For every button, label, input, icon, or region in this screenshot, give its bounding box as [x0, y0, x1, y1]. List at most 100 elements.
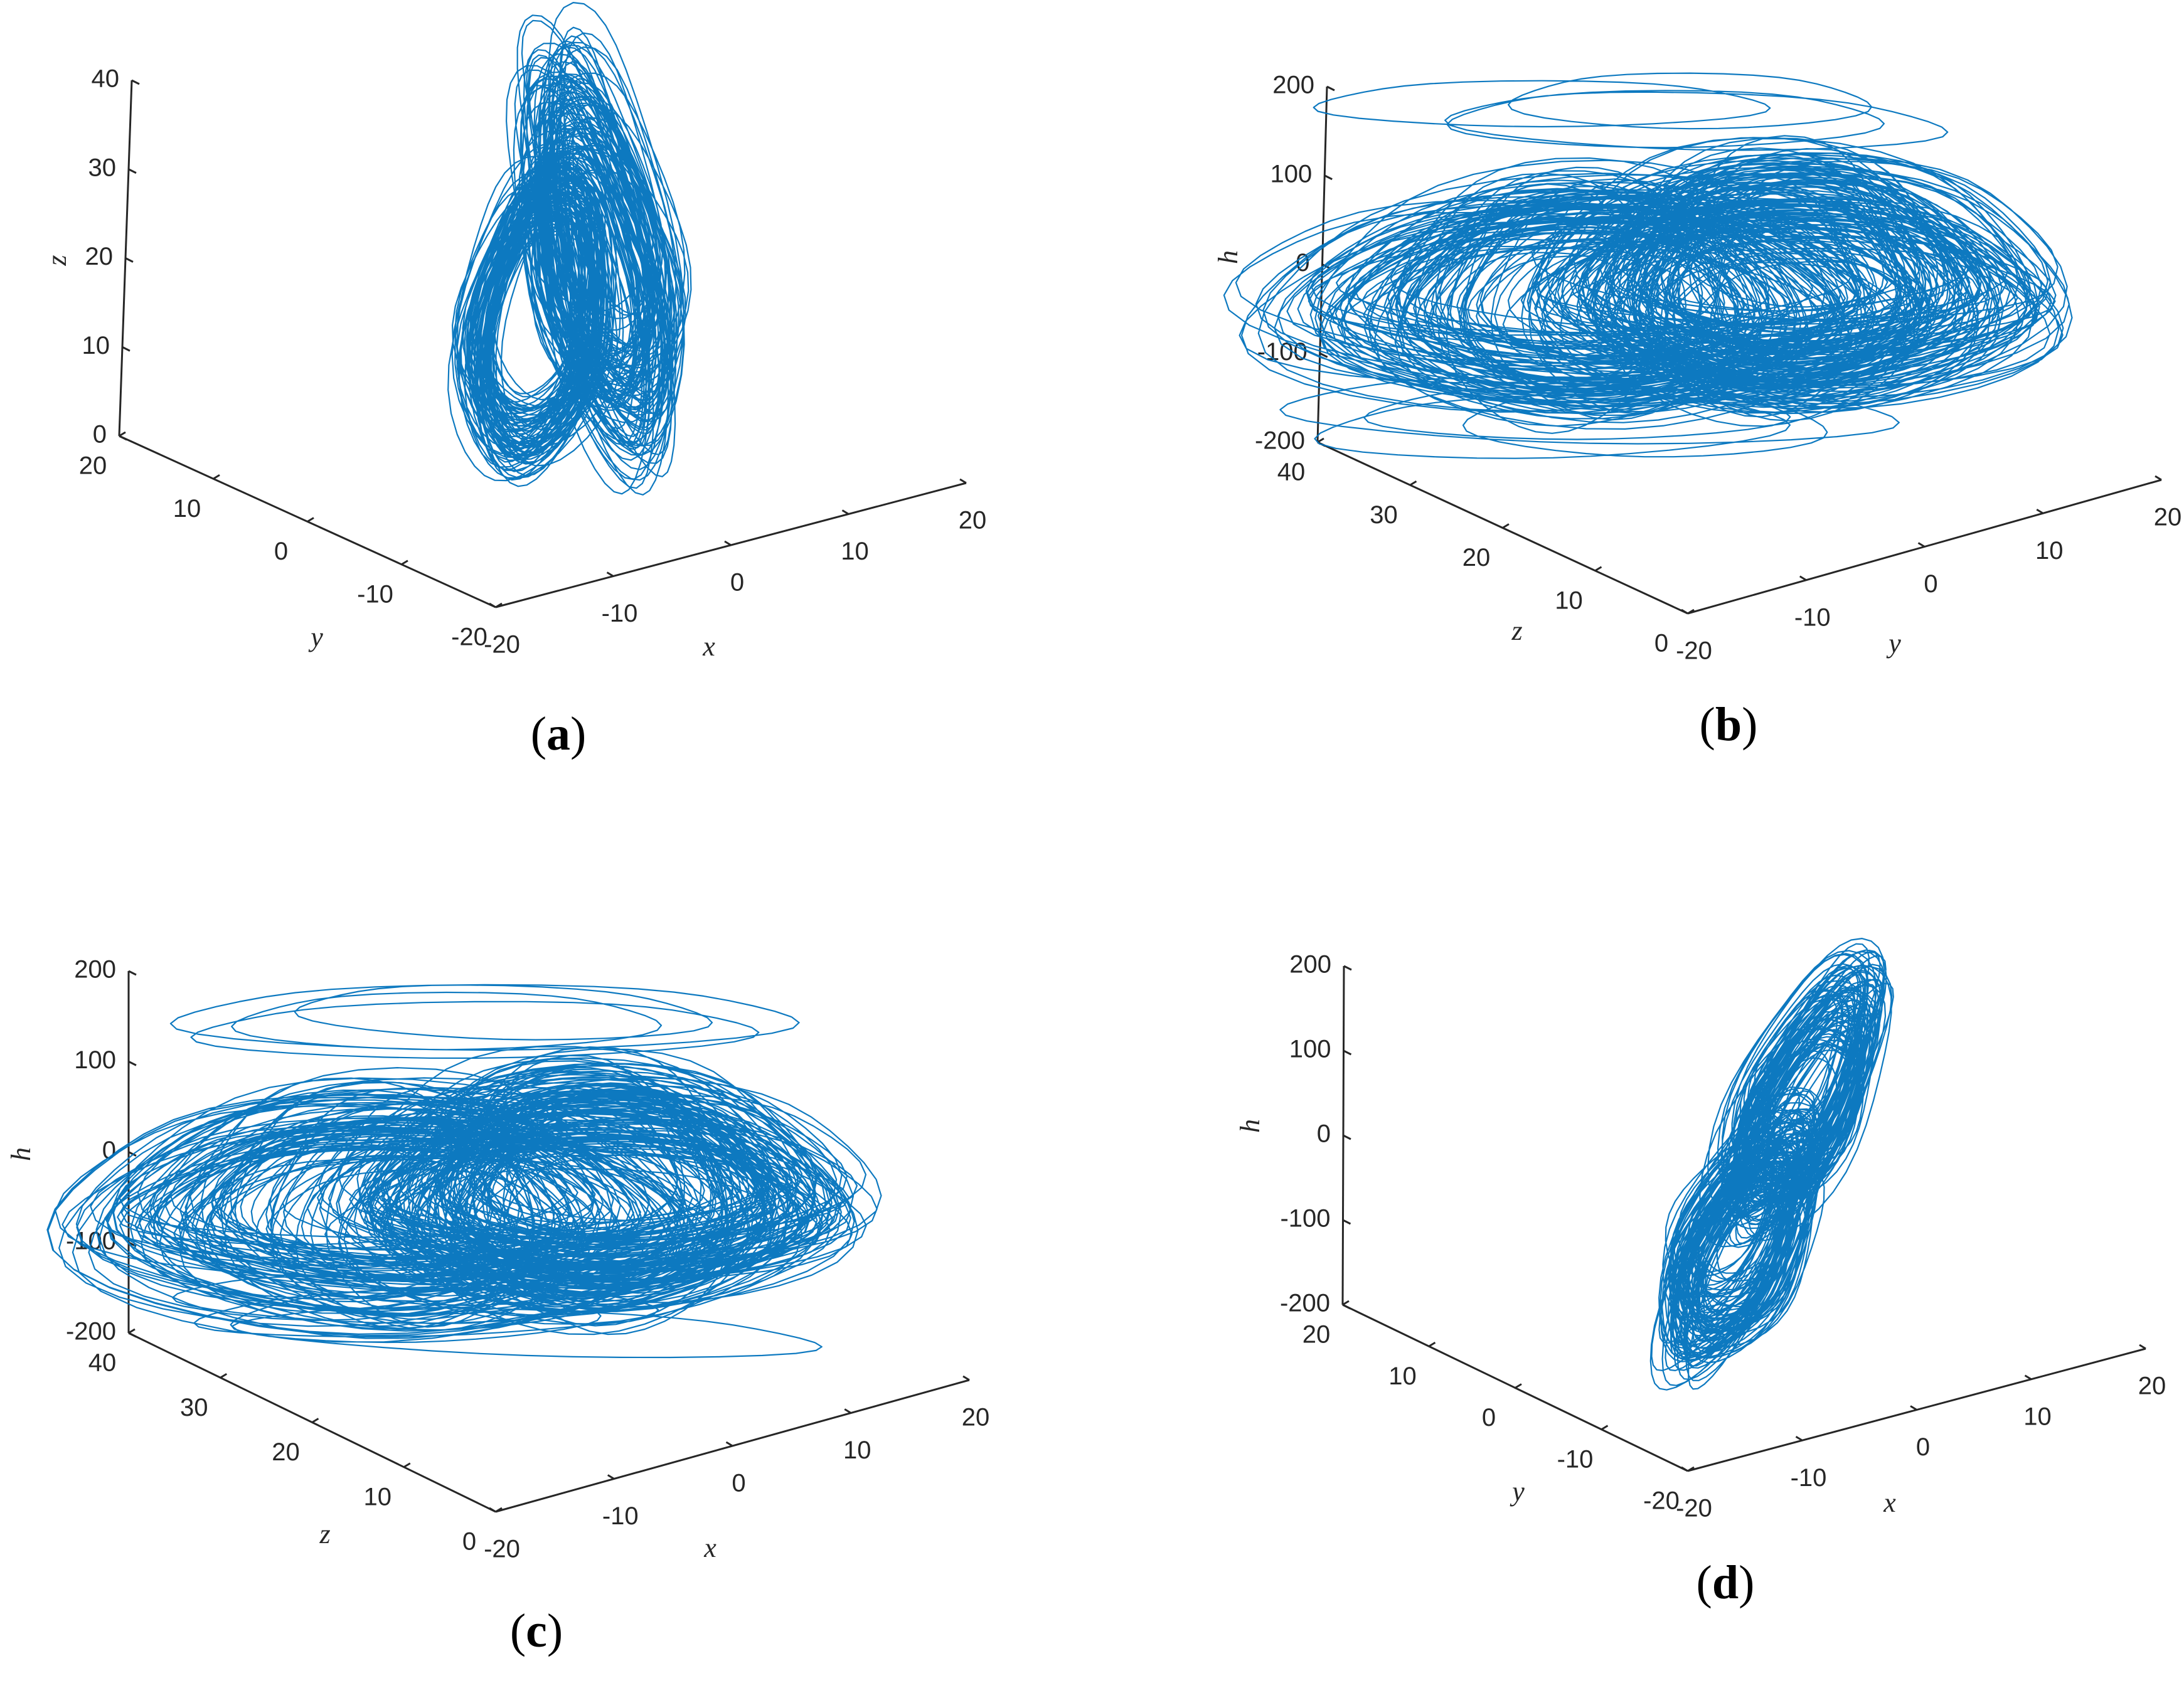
right-axis-tick-label: 10: [2023, 1403, 2052, 1430]
left-axis-label: z: [1511, 615, 1522, 646]
right-axis-tick-label: 0: [1916, 1433, 1930, 1461]
panel-a: 0 10 20 30 40 20 10 0 -10 -20-20 -10 0 10 20 z y x (a): [41, 1, 986, 760]
tick-mark: [1343, 965, 1352, 971]
left-axis-tick-label: 0: [1482, 1404, 1496, 1431]
right-axis-tick-label: 10: [841, 538, 869, 565]
tick-mark: [2024, 1374, 2032, 1381]
tick-mark: [1917, 542, 1926, 548]
left-axis-tick-label: 0: [1654, 630, 1668, 657]
vertical-axis-label: h: [6, 1147, 36, 1161]
tick-mark: [607, 1474, 615, 1480]
right-axis-label: y: [1886, 628, 1901, 659]
tick-mark: [1502, 523, 1510, 529]
tick-mark: [401, 560, 408, 566]
right-axis-tick-label: -10: [1791, 1464, 1827, 1492]
right-axis-tick-label: 10: [843, 1436, 871, 1464]
tick-mark: [213, 474, 220, 480]
left-axis-label: y: [308, 622, 323, 652]
tick-mark: [1515, 1383, 1522, 1389]
tick-mark: [128, 1060, 137, 1066]
tick-mark: [128, 1332, 137, 1338]
tick-mark: [959, 478, 967, 484]
left-axis-label: z: [319, 1519, 330, 1549]
vertical-tick-label: 200: [1289, 951, 1331, 979]
tick-mark: [1342, 1219, 1351, 1225]
vertical-tick-label: 30: [88, 154, 117, 181]
right-axis-tick-label: -20: [1676, 637, 1712, 665]
trajectory-path: [447, 1, 692, 496]
left-axis-tick-label: -10: [357, 580, 393, 608]
tick-mark: [1317, 437, 1324, 443]
tick-mark: [844, 1408, 852, 1414]
panel-caption: (b): [1700, 698, 1758, 751]
left-axis-tick-label: -20: [1643, 1487, 1680, 1515]
trajectory-path: [46, 984, 882, 1359]
vertical-tick-label: 20: [85, 243, 114, 270]
vertical-tick-label: 10: [82, 332, 110, 359]
tick-mark: [1342, 1303, 1351, 1310]
panel-caption-letter: d: [1712, 1556, 1739, 1609]
tick-mark: [128, 1328, 136, 1334]
tick-mark: [122, 346, 131, 352]
tick-mark: [1409, 480, 1417, 486]
right-axis-tick-label: 20: [959, 507, 987, 534]
tick-mark: [1343, 1049, 1352, 1056]
right-axis-tick-label: -20: [484, 631, 520, 659]
tick-mark: [1324, 174, 1333, 181]
tick-mark: [2036, 508, 2044, 514]
vertical-tick-label: 0: [1317, 1120, 1331, 1148]
tick-mark: [1799, 575, 1807, 581]
tick-mark: [1428, 1341, 1436, 1347]
left-axis-tick-label: 40: [88, 1349, 117, 1377]
vertical-axis-label: h: [1213, 250, 1244, 264]
panel-caption-letter: a: [546, 708, 570, 760]
tick-mark: [1594, 566, 1602, 572]
tick-mark: [489, 1507, 496, 1513]
panel-caption: (a): [531, 708, 587, 760]
right-axis-tick-label: 10: [2035, 537, 2064, 565]
tick-mark: [131, 79, 140, 85]
vertical-tick-label: -100: [1280, 1205, 1330, 1233]
left-axis-tick-label: 40: [1277, 459, 1306, 486]
right-axis-tick-label: 20: [2138, 1372, 2166, 1400]
trajectory: [46, 984, 882, 1359]
tick-mark: [725, 1441, 733, 1447]
tick-mark: [1343, 1134, 1351, 1140]
tick-mark: [128, 1151, 137, 1157]
left-axis-tick-label: -10: [1557, 1445, 1594, 1473]
vertical-tick-label: 200: [74, 956, 116, 984]
vertical-tick-label: -200: [1280, 1290, 1330, 1317]
right-axis-label: x: [702, 631, 715, 662]
tick-mark: [2139, 1344, 2146, 1350]
vertical-tick-label: 40: [92, 65, 120, 93]
left-axis-tick-label: -20: [451, 624, 487, 651]
right-axis-tick-label: -10: [1794, 603, 1831, 631]
tick-mark: [841, 509, 850, 515]
left-axis-tick-label: 30: [180, 1394, 208, 1421]
panel-caption-letter: c: [526, 1605, 547, 1657]
vertical-tick-label: 100: [1289, 1036, 1331, 1063]
tick-mark: [2155, 475, 2162, 481]
vertical-axis-label: z: [41, 255, 72, 266]
tick-mark: [128, 168, 137, 174]
left-axis-tick-label: 10: [1555, 587, 1583, 614]
left-axis-tick-label: 0: [462, 1528, 476, 1556]
tick-mark: [489, 602, 496, 608]
trajectory-path: [1649, 938, 1894, 1391]
axes: 0 10 20 30 40 20 10 0 -10 -20-20 -10 0 10 20 z y x: [41, 65, 986, 662]
tick-mark: [1319, 352, 1328, 358]
tick-mark: [1681, 1466, 1688, 1472]
right-axis-label: x: [703, 1532, 716, 1563]
tick-mark: [119, 431, 126, 437]
panel-caption: (c): [510, 1605, 563, 1657]
tick-mark: [125, 257, 134, 263]
panel-caption-letter: b: [1715, 698, 1742, 751]
tick-mark: [1601, 1425, 1609, 1431]
tick-mark: [495, 602, 503, 608]
tick-mark: [962, 1375, 970, 1381]
